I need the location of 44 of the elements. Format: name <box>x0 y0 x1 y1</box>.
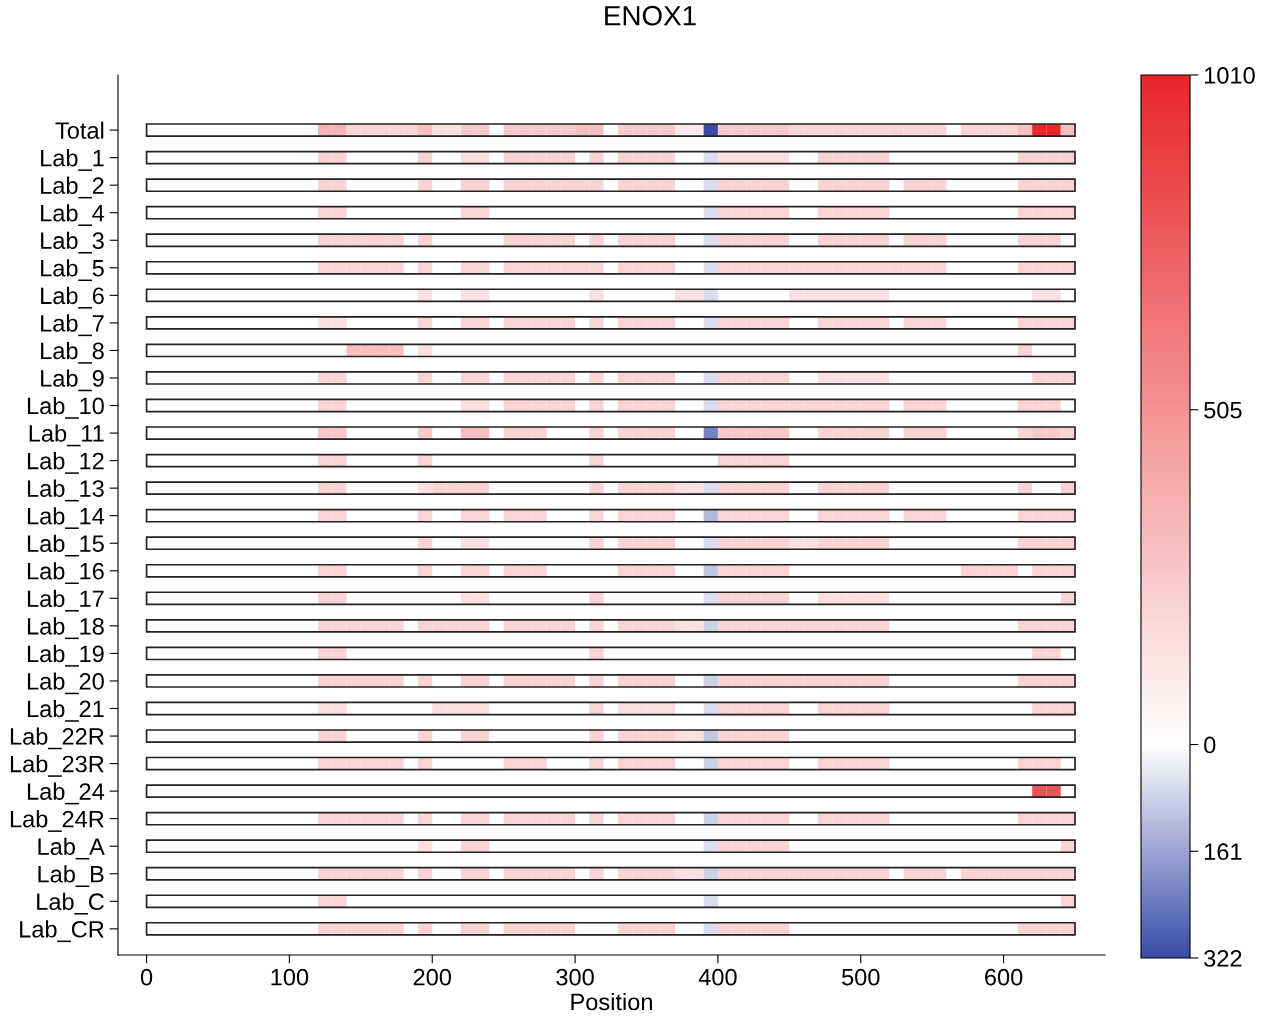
y-tick-label: Lab_2 <box>41 176 104 199</box>
y-tick-label: Lab_24R <box>10 810 104 832</box>
y-tick-label: Lab_14 <box>27 507 105 529</box>
y-tick-label: Lab_7 <box>41 314 104 337</box>
x-tick-label: 400 <box>698 968 737 986</box>
x-tick-label: 100 <box>271 968 309 986</box>
y-tick-label: Lab_A <box>38 837 105 860</box>
x-tick-label: 200 <box>413 968 452 986</box>
x-axis-title: Position <box>571 992 652 1011</box>
color-bar-label: 322 <box>1204 950 1242 967</box>
y-tick-label: Lab_17 <box>27 589 104 612</box>
y-tick-label: Lab_8 <box>41 341 104 364</box>
y-tick-label: Lab_C <box>37 892 104 915</box>
y-tick-label: Lab_21 <box>27 699 104 722</box>
x-tick-label: 600 <box>985 968 1023 986</box>
chart-title: ENOX1 <box>605 5 696 26</box>
y-tick-label: Lab_18 <box>27 617 104 640</box>
y-tick-label: Lab_1 <box>41 149 104 171</box>
x-tick-label: 300 <box>556 968 594 986</box>
y-tick-label: Lab_5 <box>41 259 104 282</box>
y-tick-label: Lab_4 <box>41 204 105 226</box>
y-tick-label: Lab_11 <box>29 424 104 447</box>
y-tick-label: Lab_10 <box>27 396 104 419</box>
y-tick-label: Lab_3 <box>41 231 104 254</box>
x-tick-label: 500 <box>842 968 880 986</box>
y-tick-label: Lab_20 <box>27 672 104 695</box>
y-tick-label: Lab_15 <box>27 534 104 557</box>
y-tick-label: Lab_13 <box>27 479 104 502</box>
y-tick-label: Lab_CR <box>20 920 104 943</box>
y-tick-label: Lab_24 <box>27 782 105 805</box>
x-tick-label: 0 <box>140 968 153 986</box>
color-bar-label: 161 <box>1204 843 1242 861</box>
y-tick-label: Lab_23R <box>10 755 104 777</box>
y-tick-label: Lab_B <box>38 865 104 887</box>
y-tick-label: Lab_19 <box>27 644 104 667</box>
y-tick-label: Lab_16 <box>27 562 104 585</box>
color-bar-label: 1010 <box>1204 67 1255 84</box>
y-tick-label: Lab_9 <box>41 369 104 392</box>
y-tick-label: Lab_12 <box>27 452 104 474</box>
y-tick-label: Lab_6 <box>41 286 104 309</box>
y-tick-label: Total <box>55 121 104 139</box>
y-tick-label: Lab_22R <box>10 727 104 750</box>
color-bar-label: 0 <box>1204 736 1216 754</box>
color-bar-label: 505 <box>1204 401 1242 419</box>
